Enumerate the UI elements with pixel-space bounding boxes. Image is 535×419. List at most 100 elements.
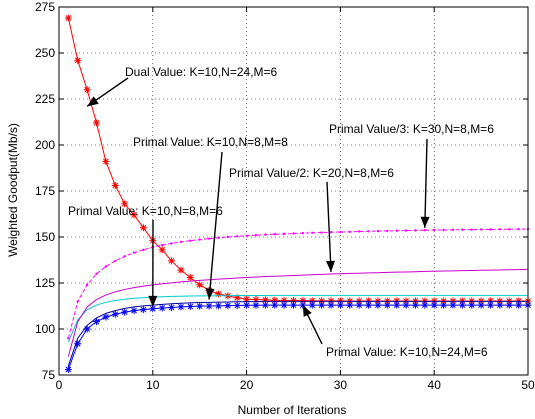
data-point	[196, 281, 204, 289]
data-point	[395, 229, 398, 232]
series-primal_half_k20	[67, 268, 529, 357]
annotation-label: Primal Value: K=10,N=24,M=6	[326, 345, 488, 359]
series-line	[67, 268, 529, 357]
data-point	[271, 296, 279, 304]
x-tick-label: 40	[428, 378, 442, 392]
data-point	[423, 228, 427, 232]
data-point	[508, 228, 511, 231]
data-point	[189, 239, 192, 242]
data-point	[329, 231, 333, 234]
data-point	[158, 304, 166, 312]
data-point	[374, 301, 382, 309]
data-point	[111, 181, 119, 189]
data-point	[83, 325, 91, 333]
data-point	[442, 228, 445, 232]
data-point	[357, 230, 361, 233]
x-tick-label: 20	[240, 378, 254, 392]
data-point	[461, 228, 464, 231]
data-point	[264, 233, 267, 236]
data-point	[95, 272, 98, 275]
annotation-arrow-head	[302, 305, 312, 317]
annotation-arrow-line	[326, 181, 332, 272]
y-tick-label: 100	[35, 322, 55, 336]
annotation: Primal Value: K=10,N=24,M=6	[302, 304, 488, 359]
annotation: Primal Value/2: K=20,N=8,M=6	[229, 166, 394, 272]
data-point	[130, 307, 138, 315]
data-point	[168, 257, 176, 265]
data-point	[449, 301, 457, 309]
data-point	[271, 301, 279, 309]
y-tick-label: 225	[35, 92, 55, 106]
data-point	[214, 290, 222, 298]
annotation-arrow-head	[205, 288, 215, 300]
annotation-arrow-head	[87, 96, 99, 107]
data-point	[196, 302, 204, 310]
data-point	[93, 119, 101, 127]
data-point	[327, 297, 335, 305]
x-tick-label: 10	[146, 378, 160, 392]
data-point	[404, 229, 408, 232]
data-point	[132, 251, 136, 254]
data-point	[149, 305, 157, 313]
data-point	[386, 229, 389, 233]
data-point	[102, 158, 110, 166]
grid	[59, 7, 528, 375]
series-line	[67, 294, 528, 343]
data-point	[290, 301, 297, 309]
data-point	[273, 233, 276, 236]
y-tick-label: 150	[35, 230, 55, 244]
data-point	[320, 231, 323, 234]
data-point	[414, 229, 417, 232]
data-point	[64, 365, 72, 373]
annotation: Dual Value: K=10,N=24,M=6	[86, 65, 278, 107]
data-point	[470, 228, 473, 231]
data-point	[123, 255, 126, 258]
data-point	[214, 302, 222, 310]
data-point	[67, 337, 70, 340]
data-point	[74, 56, 82, 64]
data-point	[252, 301, 260, 309]
data-point	[496, 301, 504, 309]
data-point	[339, 230, 342, 234]
annotations: Dual Value: K=10,N=24,M=6 Primal Value: K…	[68, 65, 494, 359]
data-point	[179, 240, 183, 244]
data-point	[245, 234, 248, 237]
data-point	[207, 237, 211, 240]
data-point	[355, 301, 363, 309]
data-point	[64, 14, 72, 22]
y-tick-label: 175	[35, 184, 55, 198]
data-point	[440, 301, 448, 309]
data-point	[393, 301, 401, 309]
data-point	[290, 297, 297, 305]
data-point	[299, 297, 307, 305]
data-point	[243, 295, 251, 303]
data-point	[205, 302, 213, 310]
series-layer	[64, 14, 532, 373]
data-point	[451, 228, 455, 232]
data-point	[198, 238, 201, 241]
data-point	[158, 246, 166, 254]
data-point	[292, 232, 295, 235]
data-point	[515, 301, 523, 309]
x-axis-label: Number of Iterations	[238, 403, 347, 417]
annotation-label: Dual Value: K=10,N=24,M=6	[125, 65, 278, 79]
annotation: Primal Value/3: K=30,N=8,M=6	[329, 122, 494, 228]
data-point	[489, 228, 492, 231]
data-point	[479, 228, 483, 231]
data-point	[76, 300, 79, 303]
data-point	[104, 265, 108, 268]
annotation-arrow-line	[424, 138, 428, 228]
data-point	[327, 301, 335, 309]
annotation-arrow-line	[208, 151, 223, 300]
data-point	[433, 228, 436, 232]
data-point	[411, 301, 419, 309]
data-point	[458, 301, 466, 309]
data-point	[282, 232, 286, 236]
data-point	[243, 301, 251, 309]
data-point	[111, 310, 119, 318]
data-point	[477, 301, 485, 309]
data-point	[498, 228, 502, 231]
data-point	[83, 86, 91, 94]
